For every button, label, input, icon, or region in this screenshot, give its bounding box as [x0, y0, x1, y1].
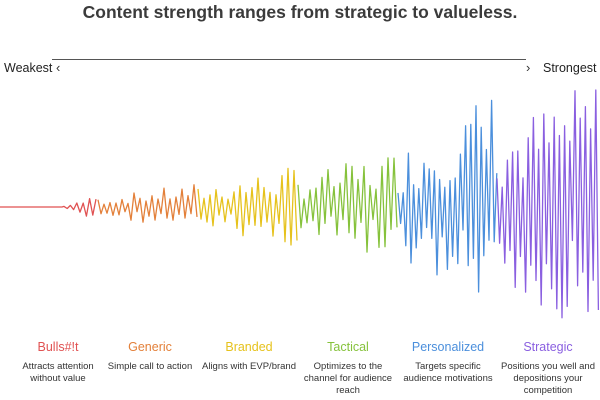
category-description: Simple call to action — [107, 361, 193, 372]
weakest-label: Weakest — [4, 61, 53, 75]
waveform-segment-2 — [97, 184, 198, 223]
waveform-segment-3 — [197, 167, 298, 246]
chevron-right-icon: › — [526, 60, 531, 75]
category-description: Optimizes to the channel for audience re… — [303, 361, 393, 396]
diagram-title: Content strength ranges from strategic t… — [82, 2, 518, 22]
waveform-segment-5 — [397, 99, 498, 293]
category-description: Attracts attention without value — [22, 361, 94, 384]
waveform-segment-4 — [297, 157, 398, 253]
category-name: Branded — [225, 340, 273, 354]
waveform-segment-1 — [0, 197, 97, 217]
category-name: Bulls#!t — [37, 340, 79, 354]
category-name: Tactical — [327, 340, 369, 354]
waveform-segment-6 — [496, 89, 600, 319]
chevron-left-icon: ‹ — [56, 60, 61, 75]
category-description: Positions you well and depositions your … — [501, 361, 595, 396]
category-description: Aligns with EVP/brand — [202, 361, 296, 372]
strongest-label: Strongest — [543, 61, 597, 75]
category-description: Targets specific audience motivations — [403, 361, 493, 384]
strength-axis-line — [52, 59, 526, 60]
category-name: Strategic — [523, 340, 573, 354]
category-name: Personalized — [411, 340, 485, 354]
category-name: Generic — [128, 340, 172, 354]
